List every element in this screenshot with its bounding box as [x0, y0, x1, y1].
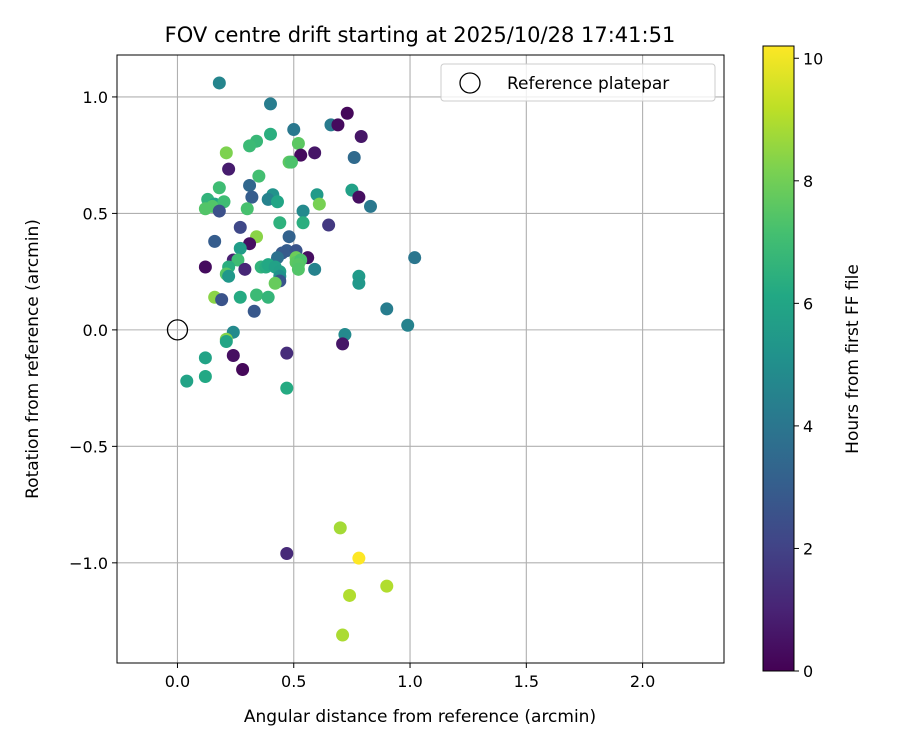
scatter-point — [308, 262, 322, 276]
scatter-point — [331, 118, 345, 132]
scatter-point — [215, 293, 229, 307]
scatter-points — [180, 76, 422, 642]
legend-entry-label: Reference platepar — [507, 74, 669, 94]
scatter-point — [312, 197, 326, 211]
scatter-point — [219, 146, 233, 160]
legend-marker-open-circle — [459, 72, 481, 94]
scatter-point — [243, 178, 257, 192]
colorbar-tick-label: 0 — [803, 662, 813, 681]
scatter-point — [380, 302, 394, 316]
scatter-point — [284, 155, 298, 169]
scatter-point — [222, 162, 236, 176]
colorbar-ticks: 0 2 4 6 8 10 — [794, 49, 823, 681]
scatter-point — [240, 202, 254, 216]
scatter-point — [222, 269, 236, 283]
scatter-point — [243, 139, 257, 153]
scatter-point — [343, 588, 357, 602]
legend-box — [440, 63, 716, 102]
scatter-point — [263, 97, 277, 111]
colorbar-tick-label: 4 — [803, 417, 813, 436]
scatter-point — [233, 220, 247, 234]
scatter-point — [252, 169, 266, 183]
x-tick-label: 0.0 — [165, 672, 190, 691]
y-tick-label: −0.5 — [69, 437, 108, 456]
reference-layer — [166, 319, 189, 341]
scatter-point — [212, 181, 226, 195]
y-tick-label: 0.5 — [83, 204, 108, 223]
y-tick-label: 1.0 — [83, 88, 108, 107]
scatter-point — [212, 76, 226, 90]
colorbar-tick-label: 8 — [803, 172, 813, 191]
x-tick-label: 2.0 — [630, 672, 655, 691]
scatter-point — [270, 195, 284, 209]
y-axis-label: Rotation from reference (arcmin) — [23, 219, 43, 499]
scatter-point — [352, 190, 366, 204]
scatter-point — [308, 146, 322, 160]
scatter-point — [408, 251, 422, 265]
scatter-point — [250, 288, 264, 302]
scatter-point — [336, 628, 350, 642]
scatter-point — [294, 148, 308, 162]
scatter-point — [247, 304, 261, 318]
scatter-point — [198, 351, 212, 365]
scatter-point — [322, 218, 336, 232]
x-tick-label: 0.5 — [281, 672, 306, 691]
scatter-point — [291, 137, 305, 151]
scatter-point — [282, 230, 296, 244]
scatter-point — [219, 335, 233, 349]
scatter-point — [291, 262, 305, 276]
scatter-point — [236, 362, 250, 376]
scatter-point — [180, 374, 194, 388]
reference-platepar-marker — [166, 319, 189, 341]
scatter-point — [354, 130, 368, 144]
scatter-point — [233, 241, 247, 255]
scatter-point — [336, 337, 350, 351]
scatter-point — [263, 127, 277, 141]
scatter-point — [261, 290, 275, 304]
scatter-point — [198, 369, 212, 383]
scatter-point — [268, 276, 282, 290]
scatter-point — [280, 381, 294, 395]
scatter-point — [198, 260, 212, 274]
colorbar-label: Hours from first FF file — [843, 264, 863, 454]
scatter-point — [363, 199, 377, 213]
scatter-point — [352, 551, 366, 565]
scatter-point — [231, 253, 245, 267]
scatter-point — [333, 521, 347, 535]
scatter-point — [280, 346, 294, 360]
scatter-point — [296, 216, 310, 230]
x-tick-label: 1.0 — [397, 672, 422, 691]
scatter-point — [208, 234, 222, 248]
scatter-point — [347, 150, 361, 164]
y-tick-label: 0.0 — [83, 321, 108, 340]
scatter-point — [296, 204, 310, 218]
scatter-point — [352, 276, 366, 290]
colorbar-tick-label: 10 — [803, 49, 823, 68]
x-tick-label: 1.5 — [514, 672, 539, 691]
colorbar-tick-label: 6 — [803, 294, 813, 313]
scatter-point — [280, 547, 294, 561]
y-ticks: −1.0 −0.5 0.0 0.5 1.0 — [69, 88, 117, 573]
scatter-point — [380, 579, 394, 593]
plot-area — [117, 55, 724, 663]
scatter-point — [226, 349, 240, 363]
plot-frame — [116, 54, 725, 664]
x-axis-label: Angular distance from reference (arcmin) — [244, 707, 596, 727]
colorbar-tick-label: 2 — [803, 539, 813, 558]
scatter-point — [340, 106, 354, 120]
scatter-point — [273, 216, 287, 230]
scatter-point — [238, 262, 252, 276]
y-tick-label: −1.0 — [69, 554, 108, 573]
scatter-point — [198, 202, 212, 216]
scatter-point — [212, 204, 226, 218]
scatter-point — [233, 290, 247, 304]
legend: Reference platepar — [440, 63, 716, 102]
scatter-point — [401, 318, 415, 332]
scatter-point — [287, 123, 301, 137]
x-ticks: 0.0 0.5 1.0 1.5 2.0 — [165, 663, 655, 691]
chart-title: FOV centre drift starting at 2025/10/28 … — [165, 23, 676, 47]
scatter-point — [245, 190, 259, 204]
colorbar — [762, 45, 795, 672]
